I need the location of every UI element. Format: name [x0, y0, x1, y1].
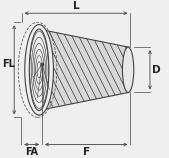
Text: L: L — [73, 1, 79, 11]
Text: FA: FA — [25, 147, 38, 157]
Ellipse shape — [25, 24, 53, 115]
Text: FL: FL — [2, 59, 15, 69]
Polygon shape — [38, 29, 129, 111]
Text: F: F — [83, 147, 90, 157]
Ellipse shape — [122, 47, 134, 92]
Text: D: D — [152, 65, 160, 75]
